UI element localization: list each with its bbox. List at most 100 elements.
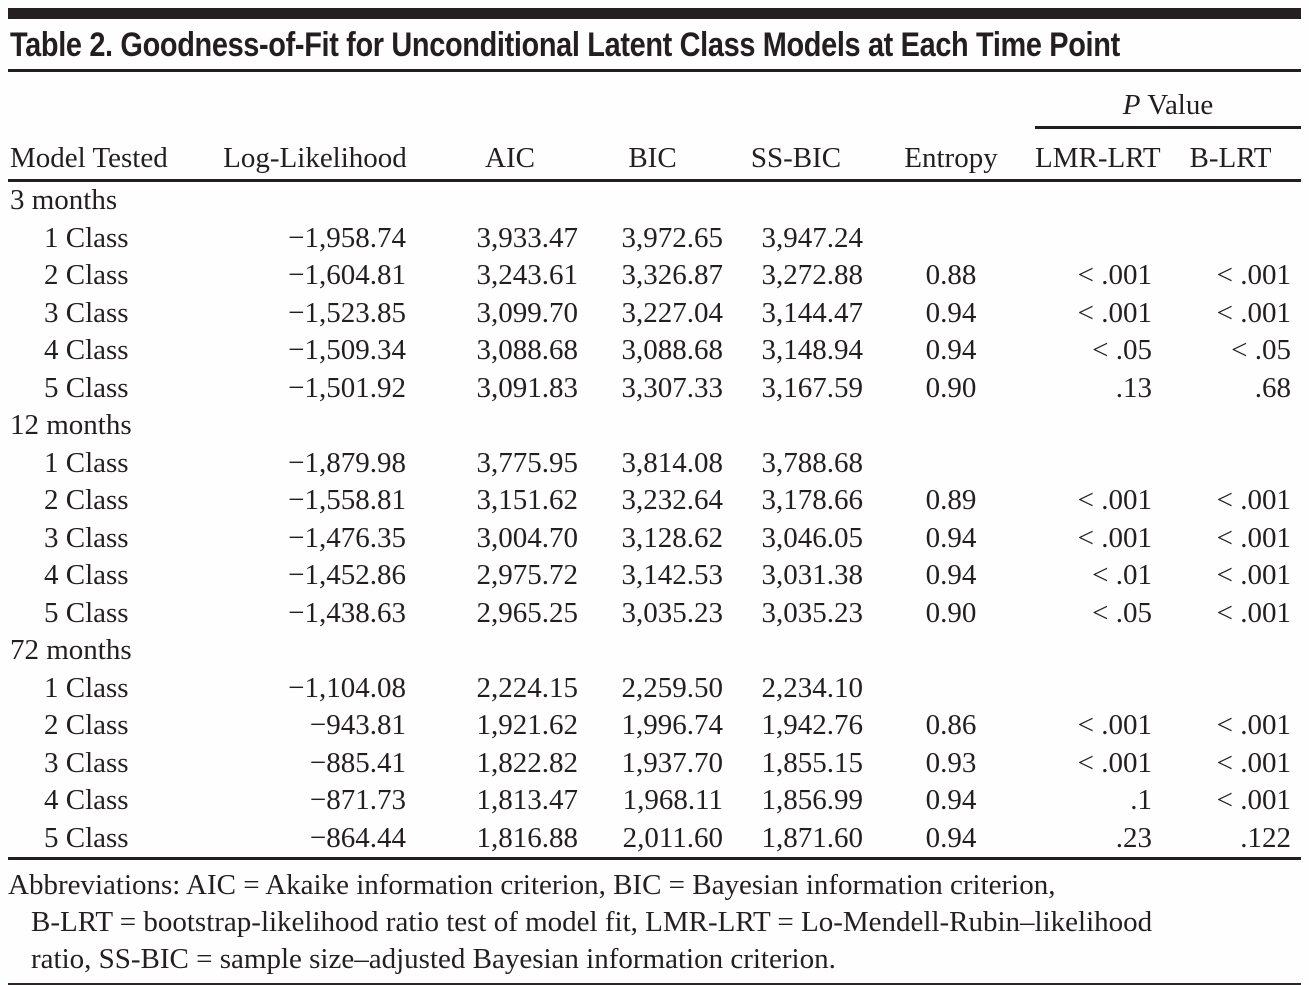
- cell-bic: 3,972.65: [621, 221, 724, 254]
- cell-aic: 3,243.61: [476, 259, 579, 291]
- pvalue-label-rest: Value: [1140, 89, 1214, 121]
- cell-b-lrt: < .001: [1216, 521, 1292, 554]
- cell-ss-bic: 3,035.23: [761, 596, 864, 629]
- cell-model: 3 Class: [44, 296, 129, 329]
- model-row: 4 Class −1,452.86 2,975.72 3,142.53 3,031.38…: [8, 557, 1301, 595]
- time-point-row: 3 months: [8, 181, 1301, 220]
- cell-bic: 3,227.04: [621, 296, 724, 329]
- model-row: 5 Class −1,501.92 3,091.83 3,307.33 3,167.59…: [8, 370, 1301, 408]
- cell-model: 5 Class: [44, 371, 129, 404]
- cell-bic: 1,996.74: [621, 709, 724, 741]
- cell-model: 3 Class: [44, 521, 129, 554]
- cell-model: 1 Class: [44, 221, 129, 254]
- model-row: 2 Class −1,558.81 3,151.62 3,232.64 3,178.66…: [8, 482, 1301, 520]
- cell-bic: 3,128.62: [621, 521, 724, 554]
- column-header-b-lrt: B-LRT: [1160, 127, 1302, 182]
- cell-lmr-lrt: < .001: [1077, 709, 1152, 741]
- model-row: 3 Class −885.41 1,822.82 1,937.70 1,855.15 0.…: [8, 745, 1301, 783]
- cell-log-likelihood: −1,438.63: [288, 596, 406, 629]
- column-header-bic: BIC: [580, 127, 725, 182]
- cell-bic: 3,814.08: [621, 446, 724, 479]
- goodness-of-fit-table: P Value Model Tested Log-Likelihood AIC …: [8, 72, 1302, 858]
- cell-model: 5 Class: [44, 821, 129, 854]
- cell-lmr-lrt: < .001: [1077, 521, 1152, 554]
- cell-bic: 3,232.64: [621, 484, 724, 516]
- cell-lmr-lrt: < .001: [1077, 746, 1152, 779]
- cell-aic: 3,004.70: [476, 521, 579, 554]
- pvalue-group-header: P Value: [1035, 72, 1302, 129]
- cell-entropy: 0.90: [925, 371, 977, 404]
- table-header: P Value Model Tested Log-Likelihood AIC …: [8, 72, 1302, 182]
- cell-lmr-lrt: [1035, 445, 1160, 483]
- cell-entropy: 0.94: [925, 559, 977, 591]
- model-row: 5 Class −864.44 1,816.88 2,011.60 1,871.60 0.…: [8, 820, 1301, 858]
- cell-entropy: 0.94: [925, 296, 977, 329]
- cell-b-lrt: < .05: [1231, 334, 1292, 366]
- footnote-line-2: B-LRT = bootstrap-likelihood ratio test …: [31, 906, 1153, 938]
- column-header-lmr-lrt: LMR-LRT: [1035, 127, 1161, 182]
- cell-aic: 1,816.88: [476, 821, 579, 854]
- model-row: 2 Class −1,604.81 3,243.61 3,326.87 3,272.88…: [8, 257, 1301, 295]
- cell-b-lrt: < .001: [1216, 259, 1292, 291]
- cell-aic: 2,224.15: [476, 671, 579, 704]
- cell-model: 3 Class: [44, 746, 129, 779]
- time-point-row: 12 months: [8, 407, 1301, 445]
- cell-bic: 1,968.11: [622, 784, 723, 816]
- cell-entropy: 0.89: [925, 484, 977, 516]
- cell-entropy: 0.94: [925, 334, 977, 366]
- cell-b-lrt: < .001: [1216, 559, 1292, 591]
- model-row: 3 Class −1,476.35 3,004.70 3,128.62 3,046.05…: [8, 520, 1301, 558]
- cell-lmr-lrt: [1035, 670, 1160, 708]
- cell-aic: 3,091.83: [476, 371, 579, 404]
- column-header-aic: AIC: [440, 127, 580, 182]
- footnote-line-3: ratio, SS-BIC = sample size–adjusted Bay…: [31, 943, 836, 975]
- cell-model: 2 Class: [44, 259, 129, 291]
- cell-bic: 3,088.68: [621, 334, 724, 366]
- cell-b-lrt: < .001: [1216, 784, 1292, 816]
- cell-ss-bic: 1,871.60: [761, 821, 864, 854]
- cell-log-likelihood: −1,104.08: [288, 671, 406, 704]
- cell-lmr-lrt: [1035, 220, 1160, 258]
- cell-lmr-lrt: .23: [1115, 821, 1152, 854]
- cell-log-likelihood: −1,558.81: [288, 484, 406, 516]
- cell-ss-bic: 2,234.10: [761, 671, 864, 704]
- cell-b-lrt: < .001: [1216, 709, 1292, 741]
- column-header-row: Model Tested Log-Likelihood AIC BIC SS-B…: [8, 127, 1302, 182]
- cell-log-likelihood: −1,476.35: [288, 521, 406, 554]
- cell-b-lrt: [1160, 220, 1301, 258]
- pvalue-header-spacer: [8, 72, 1035, 128]
- cell-entropy: 0.86: [925, 709, 977, 741]
- cell-lmr-lrt: < .001: [1077, 259, 1152, 291]
- cell-ss-bic: 3,272.88: [761, 259, 864, 291]
- column-header-entropy: Entropy: [867, 127, 1035, 182]
- cell-log-likelihood: −1,523.85: [288, 296, 406, 329]
- cell-bic: 3,307.33: [621, 371, 724, 404]
- cell-aic: 2,975.72: [476, 559, 579, 591]
- cell-bic: 3,035.23: [621, 596, 724, 629]
- cell-b-lrt: < .001: [1216, 484, 1292, 516]
- cell-lmr-lrt: < .01: [1092, 559, 1152, 591]
- cell-ss-bic: 3,148.94: [761, 334, 864, 366]
- cell-b-lrt: .68: [1254, 371, 1292, 404]
- cell-model: 4 Class: [44, 784, 129, 816]
- model-row: 3 Class −1,523.85 3,099.70 3,227.04 3,144.47…: [8, 295, 1301, 333]
- table-title: Table 2. Goodness-of-Fit for Uncondition…: [8, 19, 1301, 69]
- cell-ss-bic: 3,046.05: [761, 521, 864, 554]
- model-row: 2 Class −943.81 1,921.62 1,996.74 1,942.76 0.…: [8, 707, 1301, 745]
- column-header-ss-bic: SS-BIC: [725, 127, 867, 182]
- cell-model: 4 Class: [44, 559, 129, 591]
- cell-entropy: [867, 220, 1035, 258]
- cell-entropy: 0.94: [925, 784, 977, 816]
- cell-entropy: 0.88: [925, 259, 977, 291]
- cell-aic: 2,965.25: [476, 596, 579, 629]
- cell-log-likelihood: −1,879.98: [288, 446, 406, 479]
- cell-model: 2 Class: [44, 709, 129, 741]
- column-header-model-tested: Model Tested: [8, 127, 190, 182]
- page-bottom-double-rule: [8, 983, 1301, 985]
- time-point-label: 72 months: [10, 634, 132, 666]
- cell-model: 5 Class: [44, 596, 129, 629]
- cell-entropy: 0.94: [925, 821, 977, 854]
- cell-bic: 1,937.70: [621, 746, 724, 779]
- cell-lmr-lrt: .13: [1115, 371, 1152, 404]
